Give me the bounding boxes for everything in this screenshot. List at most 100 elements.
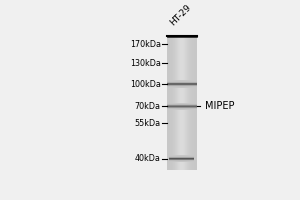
Bar [179,101,180,102]
Bar [171,146,172,148]
Bar [169,129,170,130]
Bar [173,107,174,109]
Bar [181,122,182,123]
Bar [169,89,170,90]
Bar [183,50,184,51]
Bar [178,117,179,118]
Bar [190,152,191,153]
Bar [177,74,178,75]
Bar [170,86,171,87]
Bar [169,118,170,119]
Bar [195,78,196,79]
Bar [174,87,175,89]
Bar [177,110,178,111]
Bar [181,75,182,77]
Bar [172,48,173,50]
Bar [181,66,182,67]
Bar [189,121,190,122]
Bar [183,131,184,133]
Bar [196,38,197,39]
Bar [189,47,190,48]
Bar [173,93,174,94]
Bar [195,39,196,40]
Bar [185,78,186,79]
Bar [172,91,173,93]
Bar [192,66,193,67]
Bar [194,133,195,134]
Bar [179,87,180,89]
Bar [175,122,176,123]
Bar [180,85,181,86]
Bar [181,129,182,130]
Bar [177,115,178,117]
Bar [176,129,177,130]
Bar [191,141,192,142]
Bar [169,107,170,109]
Bar [191,98,192,99]
Bar [186,165,187,166]
Bar [190,130,191,131]
Bar [191,97,192,98]
Bar [193,149,194,150]
Bar [187,157,188,158]
Bar [174,146,175,148]
Bar [193,43,194,44]
Bar [169,150,170,152]
Bar [176,86,177,87]
Bar [182,150,183,152]
Bar [178,144,179,145]
Bar [185,138,186,139]
Bar [171,150,172,152]
Bar [171,81,172,82]
Bar [172,54,173,55]
Bar [172,106,173,107]
Bar [189,165,190,166]
Bar [193,56,194,58]
Bar [190,157,191,158]
Bar [189,51,190,52]
Bar [196,142,197,144]
Bar [176,106,177,107]
Bar [193,62,194,63]
Bar [170,110,171,111]
Bar [190,154,191,156]
Bar [195,42,196,43]
Bar [190,98,191,99]
Bar [179,152,180,153]
Bar [177,101,178,102]
Bar [188,153,189,154]
Bar [190,87,191,89]
Bar [190,139,191,141]
Bar [189,64,190,66]
Bar [181,144,182,145]
Bar [194,103,195,105]
Bar [178,168,179,169]
Bar [169,51,170,52]
Bar [175,71,176,72]
Bar [195,145,196,146]
Bar [186,137,187,138]
Bar [184,107,185,109]
Bar [179,43,180,44]
Bar [174,153,175,154]
Bar [179,118,180,119]
Bar [171,43,172,44]
Bar [188,105,189,106]
Bar [176,138,177,139]
Bar [190,91,191,93]
Bar [186,42,187,43]
Bar [180,111,181,113]
Bar [195,85,196,86]
Bar [194,55,195,56]
Bar [193,142,194,144]
Bar [169,44,170,46]
Bar [183,87,184,89]
Bar [173,164,174,165]
Bar [167,133,168,134]
Bar [174,56,175,58]
Bar [171,123,172,125]
Bar [186,109,187,110]
Bar [187,90,188,91]
Bar [192,126,193,127]
Bar [180,40,181,42]
